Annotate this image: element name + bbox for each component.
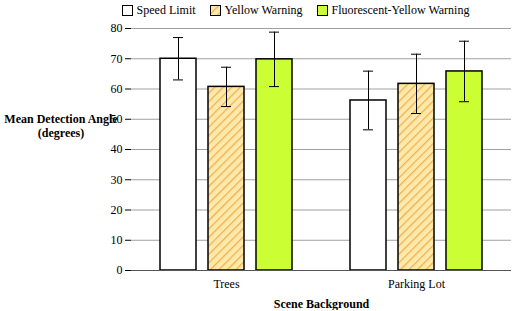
- svg-text:40: 40: [111, 142, 123, 156]
- svg-text:Scene Background: Scene Background: [274, 297, 370, 311]
- svg-text:30: 30: [111, 173, 123, 187]
- svg-text:50: 50: [111, 112, 123, 126]
- svg-text:20: 20: [111, 203, 123, 217]
- svg-text:70: 70: [111, 52, 123, 66]
- svg-text:80: 80: [111, 21, 123, 35]
- svg-text:0: 0: [117, 263, 123, 277]
- svg-text:Parking Lot: Parking Lot: [388, 277, 446, 291]
- svg-text:Trees: Trees: [213, 277, 240, 291]
- svg-text:60: 60: [111, 82, 123, 96]
- svg-text:10: 10: [111, 233, 123, 247]
